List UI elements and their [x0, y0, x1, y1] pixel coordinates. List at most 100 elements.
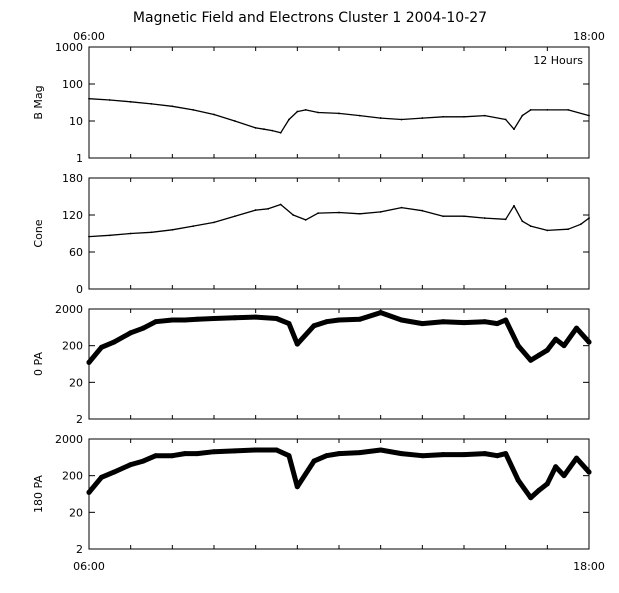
y-tick-label-cone-3: 180	[62, 172, 83, 185]
data-point-cone-6	[213, 221, 215, 224]
data-point-bmag-25	[513, 128, 515, 131]
data-point-bmag-18	[379, 117, 382, 119]
data-point-pa0-25	[494, 321, 500, 327]
data-point-pa0-12	[274, 316, 279, 322]
data-point-pa180-9	[211, 449, 217, 455]
data-point-cone-27	[567, 228, 570, 231]
data-point-bmag-16	[338, 112, 340, 115]
data-point-pa180-34	[586, 469, 592, 475]
y-axis-label-bmag: B Mag	[32, 85, 45, 119]
x-tick-label-top-start: 06:00	[73, 30, 105, 43]
data-point-bmag-17	[358, 114, 361, 117]
data-point-pa0-0	[86, 359, 92, 365]
data-point-cone-22	[504, 218, 507, 221]
data-point-cone-11	[292, 214, 295, 216]
data-point-pa0-23	[461, 320, 467, 326]
data-point-pa180-22	[440, 452, 446, 458]
data-point-pa180-13	[286, 453, 292, 459]
data-point-bmag-6	[213, 113, 215, 116]
panel-frame-pa0	[88, 308, 590, 420]
y-tick-label-cone-0: 0	[76, 283, 83, 296]
data-point-pa180-21	[419, 453, 425, 459]
data-point-pa180-16	[324, 453, 329, 459]
data-point-pa180-7	[182, 451, 188, 457]
data-point-cone-26	[546, 229, 549, 232]
series-line-pa180-0	[86, 447, 592, 501]
data-point-pa180-31	[553, 464, 559, 470]
data-point-bmag-1	[108, 99, 111, 101]
y-tick-label-pa180-1: 20	[69, 506, 83, 519]
data-point-cone-13	[317, 212, 320, 215]
panel-cone: 0 60 120 180 Cone	[32, 172, 590, 296]
data-point-cone-7	[233, 215, 236, 218]
y-tick-label-pa0-1: 20	[69, 376, 83, 389]
data-point-pa180-6	[169, 453, 175, 459]
data-point-pa180-1	[99, 474, 104, 480]
data-point-pa0-17	[336, 317, 342, 323]
data-point-bmag-0	[88, 97, 90, 100]
data-point-pa180-18	[357, 450, 363, 456]
panel-bmag: 1 10 100 1000 B Mag 12 Hours	[32, 41, 590, 165]
data-point-cone-25	[529, 225, 532, 228]
data-point-pa0-14	[294, 341, 300, 347]
data-point-pa0-34	[586, 339, 592, 345]
data-point-pa0-16	[324, 319, 329, 325]
data-point-bmag-12	[288, 118, 290, 121]
data-point-pa0-20	[399, 317, 404, 323]
data-point-bmag-2	[129, 100, 132, 103]
data-point-bmag-20	[421, 117, 424, 119]
data-point-cone-10	[279, 203, 282, 206]
y-tick-label-pa0-2: 200	[62, 340, 83, 353]
data-point-pa0-2	[111, 339, 117, 345]
data-point-bmag-13	[296, 110, 299, 113]
data-point-pa180-24	[482, 451, 488, 457]
y-axis-label-pa0: 0 PA	[32, 352, 45, 376]
data-point-bmag-19	[400, 118, 403, 121]
data-point-pa0-21	[419, 321, 425, 327]
data-point-bmag-5	[192, 108, 195, 111]
chart-title: Magnetic Field and Electrons Cluster 1 2…	[133, 10, 487, 26]
data-point-cone-21	[483, 217, 486, 219]
data-point-pa0-27	[515, 343, 521, 349]
y-tick-label-cone-2: 120	[62, 209, 83, 222]
data-point-bmag-28	[546, 108, 549, 111]
data-point-pa0-13	[286, 321, 292, 327]
y-tick-label-bmag-3: 1000	[55, 41, 83, 54]
data-point-cone-14	[338, 211, 340, 214]
data-point-pa0-30	[544, 347, 550, 353]
data-point-pa180-29	[536, 487, 542, 493]
data-point-pa180-11	[253, 447, 259, 453]
data-point-bmag-7	[233, 120, 236, 122]
data-point-cone-4	[171, 228, 174, 231]
data-point-pa180-10	[232, 448, 238, 454]
x-tick-label-top-end: 18:00	[573, 30, 605, 43]
data-point-bmag-9	[263, 128, 265, 131]
data-point-cone-29	[588, 217, 590, 219]
data-point-bmag-27	[529, 108, 532, 111]
data-point-bmag-21	[442, 115, 445, 118]
data-point-pa0-11	[253, 314, 259, 320]
data-point-pa0-18	[357, 316, 363, 322]
data-point-bmag-30	[588, 114, 590, 117]
data-point-pa0-3	[128, 330, 134, 336]
panel-pa180: 2 20 200 2000 180 PA	[32, 433, 592, 556]
data-point-bmag-29	[567, 108, 570, 111]
data-point-pa0-26	[503, 317, 509, 323]
data-point-pa180-15	[311, 458, 317, 464]
data-point-pa180-27	[515, 477, 521, 483]
panel-frame-bmag	[88, 46, 590, 159]
data-point-cone-18	[421, 209, 424, 212]
data-point-pa180-28	[528, 495, 534, 501]
data-point-pa180-23	[461, 452, 467, 458]
data-point-pa180-5	[153, 453, 159, 459]
data-point-pa0-15	[311, 323, 317, 329]
data-point-pa180-14	[294, 484, 300, 490]
data-point-bmag-15	[317, 111, 320, 114]
data-point-pa180-25	[494, 453, 500, 459]
panel-pa0: 2 20 200 2000 0 PA	[32, 303, 592, 426]
data-point-pa180-26	[503, 451, 509, 457]
x-tick-label-bottom-end: 18:00	[573, 560, 605, 573]
data-point-bmag-8	[254, 127, 257, 129]
data-point-pa180-8	[194, 451, 200, 457]
data-point-pa0-29	[536, 352, 542, 358]
